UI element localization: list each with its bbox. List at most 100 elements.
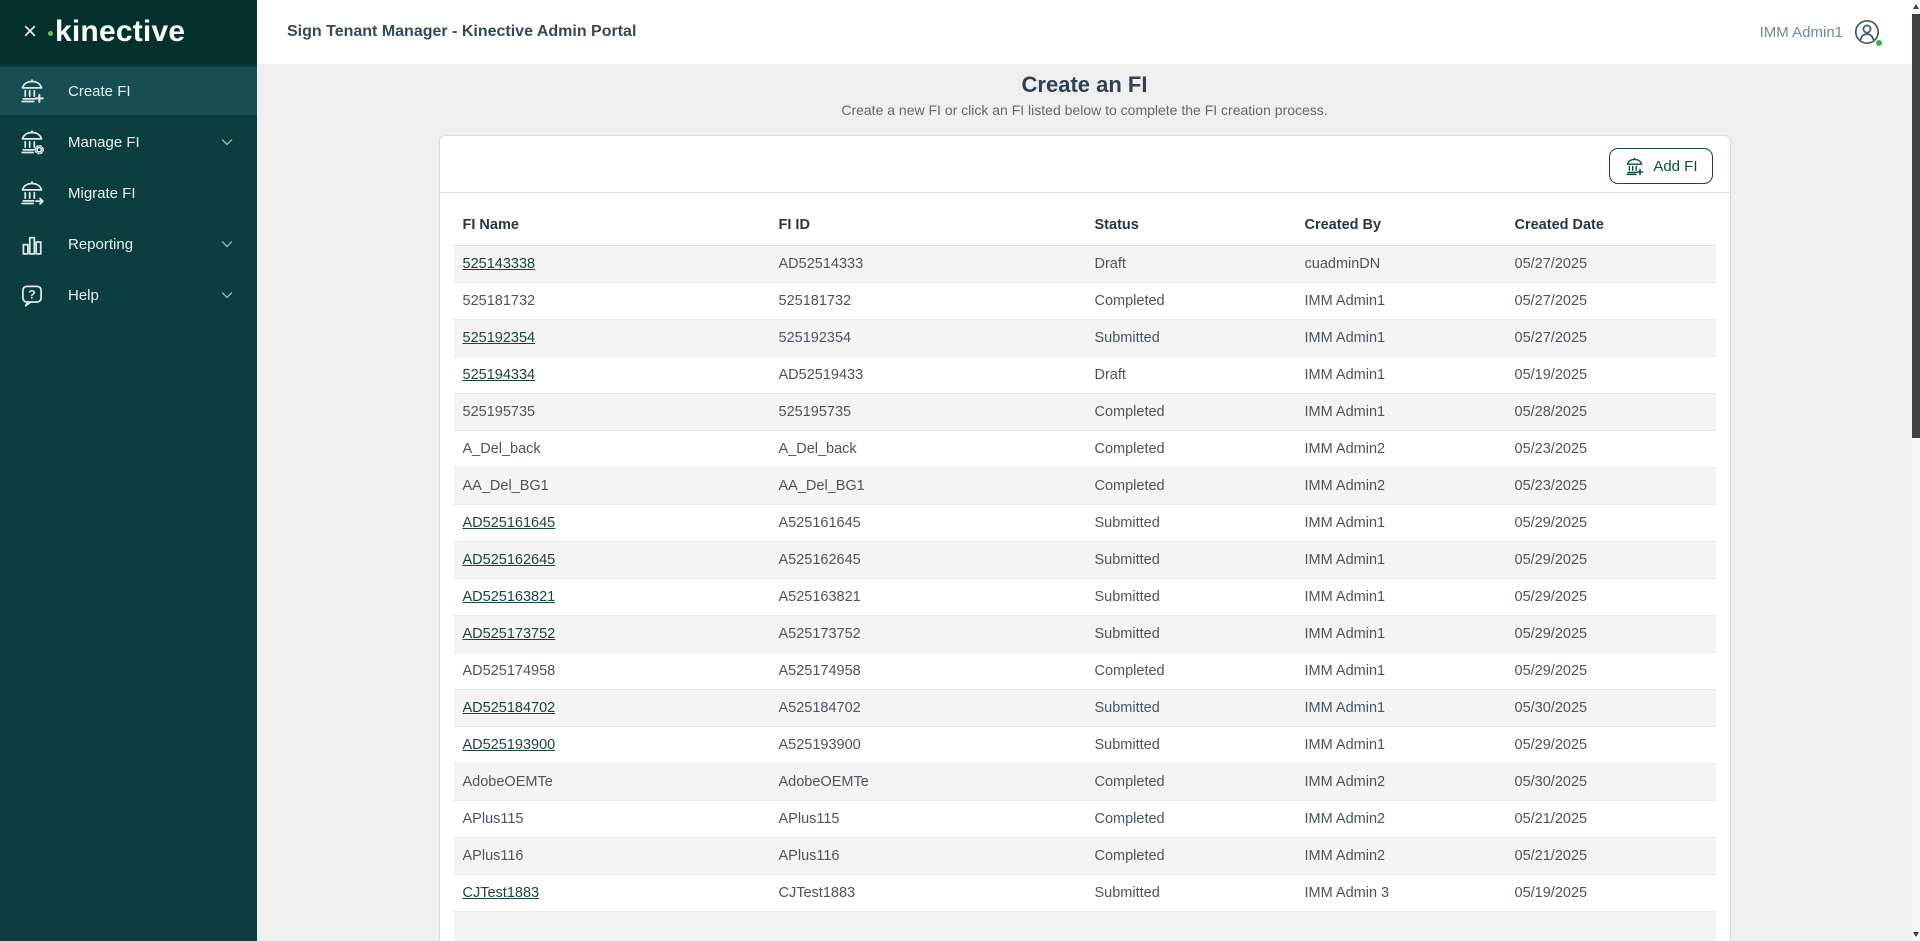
bank-plus-icon — [18, 77, 46, 105]
fi-list-card: Add FI FI Name FI ID Status Created By C… — [438, 135, 1731, 941]
fi-id-cell: A525162645 — [769, 541, 1086, 579]
status-cell: Completed — [1085, 800, 1296, 838]
sidebar: × kinective Create FI — [0, 0, 257, 941]
fi-name-link[interactable]: AD525193900 — [462, 737, 556, 753]
created-by-cell: IMM Admin 3 — [1295, 874, 1506, 912]
fi-id-cell: AD52519433 — [769, 356, 1086, 394]
sidebar-nav: Create FI Manage FI — [0, 64, 257, 319]
fi-name-cell: AA_Del_BG1 — [453, 467, 770, 505]
sidebar-logo-bar: × kinective — [0, 0, 257, 64]
fi-id-cell: AdobeOEMTe — [769, 763, 1086, 801]
fi-id-cell: AA_Del_BG1 — [769, 467, 1086, 505]
fi-name-link[interactable]: AD525161645 — [462, 515, 556, 531]
created-by-cell: IMM Admin2 — [1295, 763, 1506, 801]
fi-name-link[interactable]: CJTest1883 — [462, 885, 540, 901]
table-header-row: FI Name FI ID Status Created By Created … — [453, 193, 1716, 246]
table-row: 525192354 525192354 Submitted IMM Admin1 05/… — [453, 319, 1716, 357]
fi-name-link[interactable]: 525194334 — [462, 367, 536, 383]
user-name: IMM Admin1 — [1759, 23, 1843, 41]
table-row: AD525174958 A525174958 Completed IMM Admin1… — [453, 652, 1716, 690]
sidebar-item-migrate-fi[interactable]: Migrate FI — [0, 169, 257, 217]
status-cell: Completed — [1085, 837, 1296, 875]
scroll-up-arrow-icon[interactable] — [1913, 4, 1919, 9]
fi-id-cell: A525163821 — [769, 578, 1086, 616]
col-header-created-date: Created Date — [1505, 193, 1716, 246]
scroll-down-arrow-icon[interactable] — [1913, 932, 1919, 937]
sidebar-item-help[interactable]: ? Help — [0, 271, 257, 319]
logo-green-dot-icon — [48, 31, 53, 36]
created-by-cell: IMM Admin1 — [1295, 726, 1506, 764]
bank-arrow-icon — [18, 179, 46, 207]
status-cell: Completed — [1085, 393, 1296, 431]
sidebar-close-icon[interactable]: × — [16, 18, 44, 46]
created-date-cell: 05/23/2025 — [1505, 430, 1716, 468]
created-by-cell: IMM Admin1 — [1295, 282, 1506, 320]
col-header-created-by: Created By — [1295, 193, 1506, 246]
fi-name-cell: AD525193900 — [453, 726, 770, 764]
created-date-cell: 05/29/2025 — [1505, 615, 1716, 653]
bank-plus-icon — [1624, 156, 1645, 177]
created-by-cell: cuadminDN — [1295, 245, 1506, 283]
fi-id-cell: A525174958 — [769, 652, 1086, 690]
page-subtitle: Create a new FI or click an FI listed be… — [841, 102, 1328, 118]
fi-name-cell: AD525161645 — [453, 504, 770, 542]
status-cell: Submitted — [1085, 541, 1296, 579]
bank-gear-icon — [18, 128, 46, 156]
status-cell: Submitted — [1085, 874, 1296, 912]
sidebar-item-label: Manage FI — [68, 133, 140, 151]
fi-table-wrap: FI Name FI ID Status Created By Created … — [453, 193, 1716, 941]
created-date-cell: 05/29/2025 — [1505, 578, 1716, 616]
sidebar-item-manage-fi[interactable]: Manage FI — [0, 118, 257, 166]
fi-name-link[interactable]: AD525163821 — [462, 589, 556, 605]
status-cell: Draft — [1085, 245, 1296, 283]
chevron-down-icon — [217, 285, 237, 305]
fi-name-cell: APlus116 — [453, 837, 770, 875]
scrollbar-thumb[interactable] — [1912, 14, 1920, 438]
created-by-cell: IMM Admin2 — [1295, 430, 1506, 468]
fi-id-cell: A525161645 — [769, 504, 1086, 542]
created-date-cell: 05/27/2025 — [1505, 245, 1716, 283]
page-header: Create an FI Create a new FI or click an… — [257, 64, 1912, 119]
table-row: 525181732 525181732 Completed IMM Admin1 05/… — [453, 282, 1716, 320]
fi-id-cell: AD52514333 — [769, 245, 1086, 283]
status-cell: Submitted — [1085, 726, 1296, 764]
status-cell: Completed — [1085, 467, 1296, 505]
vertical-scrollbar[interactable] — [1912, 0, 1920, 941]
fi-name-cell: AD525174958 — [453, 652, 770, 690]
fi-name-cell: AD525184702 — [453, 689, 770, 727]
created-by-cell: IMM Admin2 — [1295, 467, 1506, 505]
fi-id-cell: A_Del_back — [769, 430, 1086, 468]
add-fi-button[interactable]: Add FI — [1609, 148, 1713, 184]
created-by-cell: IMM Admin1 — [1295, 578, 1506, 616]
table-row: CJTest1883 CJTest1883 Submitted IMM Admin 3… — [453, 874, 1716, 912]
status-cell: Submitted — [1085, 615, 1296, 653]
svg-text:?: ? — [28, 288, 35, 302]
sidebar-item-label: Reporting — [68, 235, 134, 253]
created-by-cell: IMM Admin1 — [1295, 319, 1506, 357]
kinective-logo: kinective — [48, 15, 186, 48]
chevron-down-icon — [217, 132, 237, 152]
table-row: AD525161645 A525161645 Submitted IMM Admin1… — [453, 504, 1716, 542]
created-date-cell: 05/29/2025 — [1505, 652, 1716, 690]
fi-name-link[interactable]: AD525184702 — [462, 700, 556, 716]
created-by-cell: IMM Admin1 — [1295, 504, 1506, 542]
fi-id-cell: APlus116 — [769, 837, 1086, 875]
created-by-cell: IMM Admin1 — [1295, 652, 1506, 690]
fi-name-cell: CJTest1883 — [453, 874, 770, 912]
created-date-cell: 05/21/2025 — [1505, 800, 1716, 838]
fi-name-cell: 525181732 — [453, 282, 770, 320]
bar-chart-icon — [18, 230, 46, 258]
fi-name-link[interactable]: AD525173752 — [462, 626, 556, 642]
fi-name-link[interactable]: 525143338 — [462, 256, 536, 272]
created-date-cell: 05/29/2025 — [1505, 541, 1716, 579]
fi-name-link[interactable]: AD525162645 — [462, 552, 556, 568]
table-row: 525195735 525195735 Completed IMM Admin1 05/… — [453, 393, 1716, 431]
user-avatar-icon[interactable] — [1852, 17, 1883, 47]
sidebar-item-reporting[interactable]: Reporting — [0, 220, 257, 268]
table-row: AD525193900 A525193900 Submitted IMM Admin1… — [453, 726, 1716, 764]
sidebar-item-create-fi[interactable]: Create FI — [0, 67, 257, 115]
created-date-cell: 05/19/2025 — [1505, 356, 1716, 394]
logo-text: kinective — [55, 15, 186, 48]
fi-name-link[interactable]: 525192354 — [462, 330, 536, 346]
created-by-cell: IMM Admin1 — [1295, 689, 1506, 727]
